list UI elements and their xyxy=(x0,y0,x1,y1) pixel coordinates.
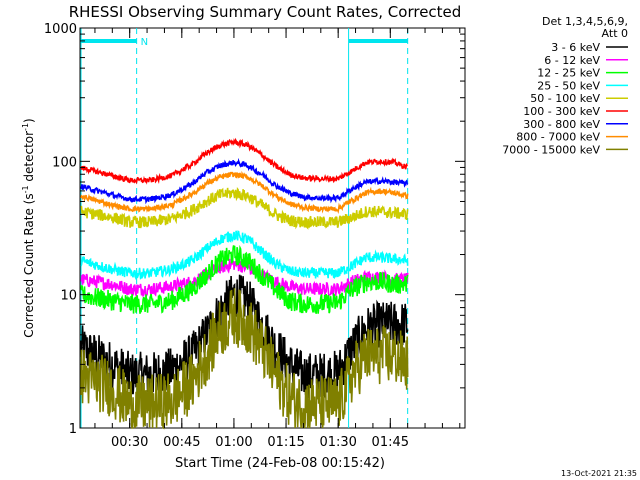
y-axis-label-sup: -1 xyxy=(21,123,30,131)
series-line xyxy=(80,187,409,230)
footer-timestamp: 13-Oct-2021 21:35 xyxy=(561,469,637,478)
axis-ticks: 00:30 00:45 01:00 01:15 01:30 01:45 1 10 100 1000 xyxy=(44,22,465,450)
x-tick-label: 01:15 xyxy=(267,435,304,450)
series-line xyxy=(80,170,409,214)
legend-label: 12 - 25 keV xyxy=(537,67,600,80)
series-line xyxy=(80,157,409,205)
y-axis-label: Corrected Count Rate (s-1 detector-1) xyxy=(21,118,36,337)
series-line xyxy=(80,288,409,430)
series-line xyxy=(80,244,409,314)
y-tick-label: 1000 xyxy=(44,22,77,37)
y-axis-label-part: detector xyxy=(22,131,36,186)
legend-label: 100 - 300 keV xyxy=(523,105,600,118)
night-bar-label: N xyxy=(141,37,148,48)
chart-title: RHESSI Observing Summary Count Rates, Co… xyxy=(69,3,462,21)
x-tick-label: 00:30 xyxy=(111,435,148,450)
series-group xyxy=(80,137,409,430)
legend-label: 50 - 100 keV xyxy=(530,92,600,105)
legend-label: 800 - 7000 keV xyxy=(516,131,600,144)
series-line xyxy=(80,274,409,399)
x-tick-label: 01:30 xyxy=(319,435,356,450)
y-tick-label: 1 xyxy=(69,422,77,437)
x-axis-label: Start Time (24-Feb-08 00:15:42) xyxy=(175,456,385,471)
legend-label: 25 - 50 keV xyxy=(537,79,600,92)
legend-header: Att 0 xyxy=(602,27,628,40)
legend-label: 7000 - 15000 keV xyxy=(502,143,600,156)
y-axis-label-part: ) xyxy=(22,118,36,123)
x-tick-label: 01:45 xyxy=(372,435,409,450)
legend-header: Det 1,3,4,5,6,9, xyxy=(542,15,628,28)
x-tick-label: 00:45 xyxy=(163,435,200,450)
legend-label: 6 - 12 keV xyxy=(544,54,600,67)
plot-frame xyxy=(79,27,466,429)
plot-area: N 00:30 00:45 01:00 01:15 01:30 01:45 1 10 100 10… xyxy=(44,22,466,450)
legend-label: 300 - 800 keV xyxy=(523,118,600,131)
legend-label: 3 - 6 keV xyxy=(551,41,600,54)
y-tick-label: 10 xyxy=(60,289,77,304)
x-tick-label: 01:00 xyxy=(215,435,252,450)
y-tick-label: 100 xyxy=(52,155,77,170)
series-line xyxy=(80,137,408,185)
series-line xyxy=(80,230,409,281)
y-axis-label-part: Corrected Count Rate (s xyxy=(22,193,36,337)
y-axis-label-sup: -1 xyxy=(21,185,30,193)
